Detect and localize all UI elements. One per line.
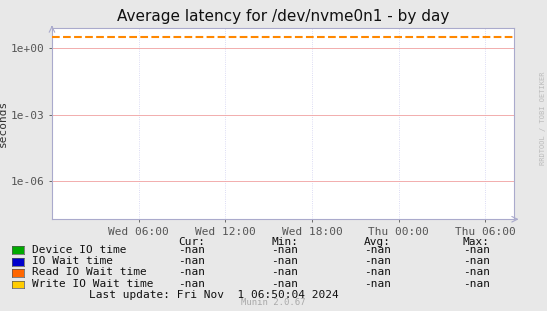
Text: Device IO time: Device IO time	[32, 245, 126, 255]
Text: -nan: -nan	[271, 256, 298, 266]
Text: Cur:: Cur:	[178, 237, 205, 247]
Text: RRDTOOL / TOBI OETIKER: RRDTOOL / TOBI OETIKER	[540, 72, 546, 165]
Text: -nan: -nan	[364, 267, 391, 277]
Text: -nan: -nan	[364, 256, 391, 266]
Text: -nan: -nan	[364, 279, 391, 289]
Text: -nan: -nan	[178, 245, 205, 255]
Text: -nan: -nan	[463, 279, 490, 289]
Text: Write IO Wait time: Write IO Wait time	[32, 279, 153, 289]
Text: IO Wait time: IO Wait time	[32, 256, 113, 266]
Text: -nan: -nan	[178, 267, 205, 277]
Text: -nan: -nan	[364, 245, 391, 255]
Text: -nan: -nan	[271, 279, 298, 289]
Text: -nan: -nan	[463, 256, 490, 266]
Text: -nan: -nan	[271, 245, 298, 255]
Text: -nan: -nan	[271, 267, 298, 277]
Text: Min:: Min:	[271, 237, 298, 247]
Text: Max:: Max:	[463, 237, 490, 247]
Text: -nan: -nan	[178, 279, 205, 289]
Text: Last update: Fri Nov  1 06:50:04 2024: Last update: Fri Nov 1 06:50:04 2024	[89, 290, 339, 300]
Title: Average latency for /dev/nvme0n1 - by day: Average latency for /dev/nvme0n1 - by da…	[117, 9, 449, 24]
Text: -nan: -nan	[463, 267, 490, 277]
Text: Read IO Wait time: Read IO Wait time	[32, 267, 147, 277]
Text: -nan: -nan	[463, 245, 490, 255]
Text: Munin 2.0.67: Munin 2.0.67	[241, 298, 306, 307]
Y-axis label: seconds: seconds	[0, 100, 8, 147]
Text: Avg:: Avg:	[364, 237, 391, 247]
Text: -nan: -nan	[178, 256, 205, 266]
